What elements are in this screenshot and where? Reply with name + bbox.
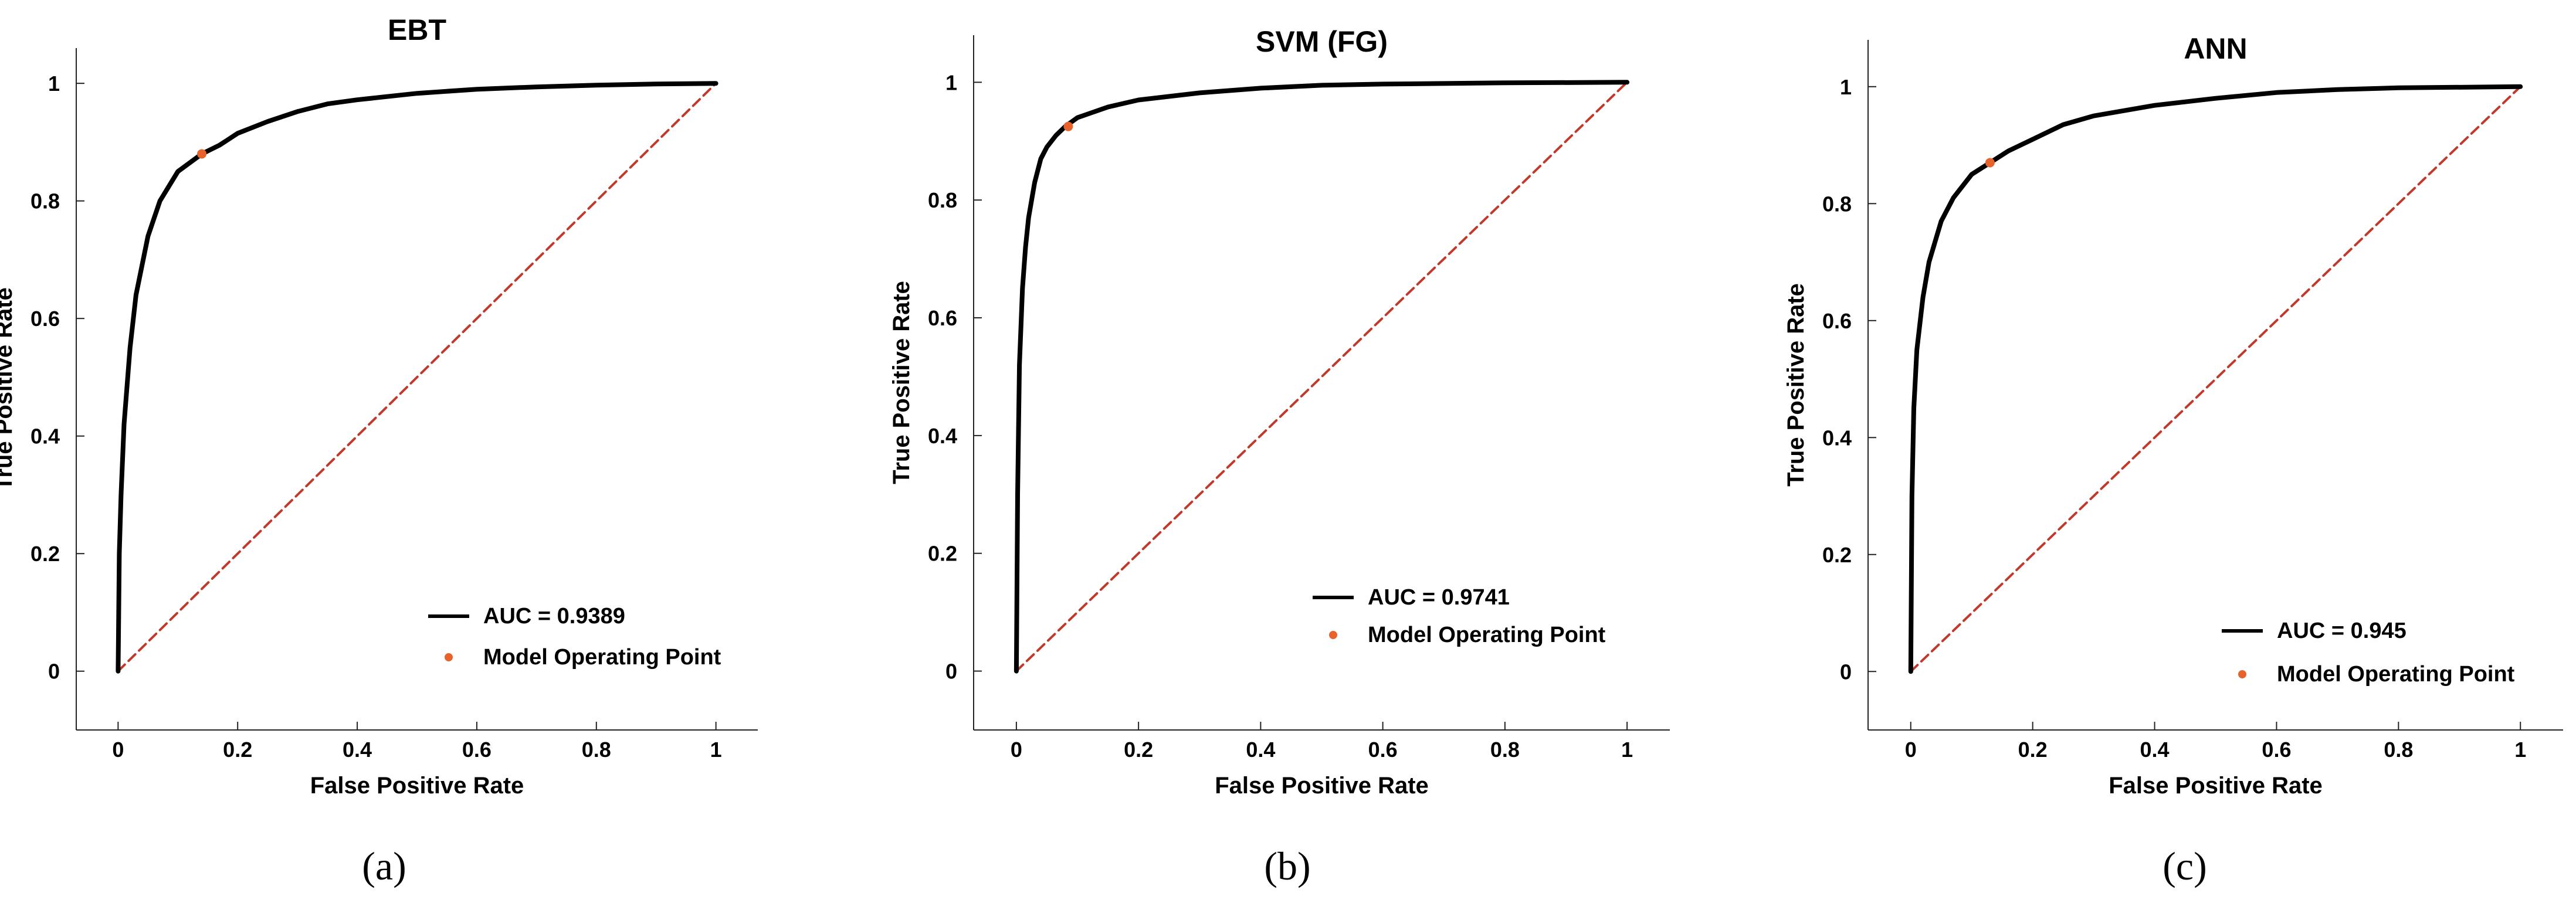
x-tick-label: 0.4 <box>1246 738 1275 762</box>
x-tick-label: 0 <box>112 738 124 762</box>
x-tick-label: 0.2 <box>223 738 252 762</box>
chart-title: ANN <box>2184 32 2247 65</box>
operating-point-marker <box>197 149 207 159</box>
y-axis-label: True Positive Rate <box>889 281 914 484</box>
y-tick-label: 0.4 <box>1822 426 1852 450</box>
x-tick-label: 0.6 <box>2262 738 2291 762</box>
y-tick-label: 0.6 <box>1822 309 1852 333</box>
legend-point-swatch <box>445 653 453 661</box>
y-tick-label: 0.6 <box>30 307 60 331</box>
x-tick-label: 0.6 <box>462 738 492 762</box>
x-tick-label: 0.8 <box>1490 738 1520 762</box>
x-tick-label: 0.2 <box>2018 738 2048 762</box>
legend-auc-label: AUC = 0.9741 <box>1368 585 1510 610</box>
y-tick-label: 0.2 <box>30 542 60 566</box>
legend-auc-label: AUC = 0.9389 <box>483 604 625 629</box>
y-tick-label: 0 <box>1840 660 1852 684</box>
chance-line <box>1909 85 2522 673</box>
x-tick-label: 1 <box>710 738 722 762</box>
roc-curve <box>1908 84 2523 674</box>
x-tick-label: 1 <box>2514 738 2526 762</box>
legend-operating-point-label: Model Operating Point <box>2277 662 2515 687</box>
legend-auc-label: AUC = 0.945 <box>2277 619 2406 643</box>
y-tick-label: 1 <box>945 70 957 94</box>
roc-curve <box>116 81 718 674</box>
legend-point-swatch <box>2238 670 2246 678</box>
panel-caption: (a) <box>362 844 406 888</box>
y-tick-label: 0.6 <box>928 306 957 330</box>
legend-point-swatch <box>1329 631 1337 639</box>
chance-line <box>117 82 717 673</box>
legend-operating-point-label: Model Operating Point <box>1368 623 1606 647</box>
roc-panel-1: 0 0.2 0.4 0.6 0.8 1 0 0.2 0.4 0.6 0.8 1 SVM (FG) Fals… <box>889 25 1670 888</box>
roc-panel-0: 0 0.2 0.4 0.6 0.8 1 0 0.2 0.4 0.6 0.8 1 EBT False Pos… <box>0 13 758 888</box>
y-tick-label: 0.8 <box>1822 192 1852 216</box>
x-tick-label: 1 <box>1621 738 1633 762</box>
x-tick-label: 0.4 <box>2140 738 2170 762</box>
chart-title: EBT <box>388 13 446 46</box>
chance-line <box>1015 81 1629 673</box>
y-tick-label: 0 <box>48 660 60 684</box>
panel-caption: (c) <box>2163 844 2206 888</box>
y-tick-label: 0.4 <box>928 424 957 448</box>
y-tick-label: 0.8 <box>30 189 60 213</box>
y-tick-label: 1 <box>48 72 60 96</box>
panel-caption: (b) <box>1264 844 1310 888</box>
y-tick-label: 0.8 <box>928 188 957 212</box>
x-tick-label: 0.2 <box>1124 738 1153 762</box>
x-tick-label: 0.6 <box>1368 738 1398 762</box>
y-tick-label: 1 <box>1840 75 1852 99</box>
legend-operating-point-label: Model Operating Point <box>483 645 721 670</box>
operating-point-marker <box>1063 121 1073 131</box>
y-tick-label: 0.2 <box>928 542 957 566</box>
x-axis-label: False Positive Rate <box>1215 773 1429 799</box>
y-tick-label: 0.4 <box>30 424 60 449</box>
chart-title: SVM (FG) <box>1256 25 1388 58</box>
y-axis-label: True Positive Rate <box>0 287 17 491</box>
x-axis-label: False Positive Rate <box>2109 773 2323 799</box>
x-tick-label: 0 <box>1905 738 1917 762</box>
roc-panel-2: 0 0.2 0.4 0.6 0.8 1 0 0.2 0.4 0.6 0.8 1 ANN False Pos… <box>1783 32 2563 888</box>
x-axis-label: False Positive Rate <box>310 773 524 799</box>
y-tick-label: 0 <box>945 660 957 684</box>
x-tick-label: 0 <box>1011 738 1022 762</box>
y-axis-label: True Positive Rate <box>1783 283 1809 487</box>
x-tick-label: 0.4 <box>343 738 372 762</box>
x-tick-label: 0.8 <box>582 738 611 762</box>
x-tick-label: 0.8 <box>2384 738 2413 762</box>
operating-point-marker <box>1985 158 1995 168</box>
y-tick-label: 0.2 <box>1822 543 1852 567</box>
roc-curve <box>1014 80 1630 674</box>
